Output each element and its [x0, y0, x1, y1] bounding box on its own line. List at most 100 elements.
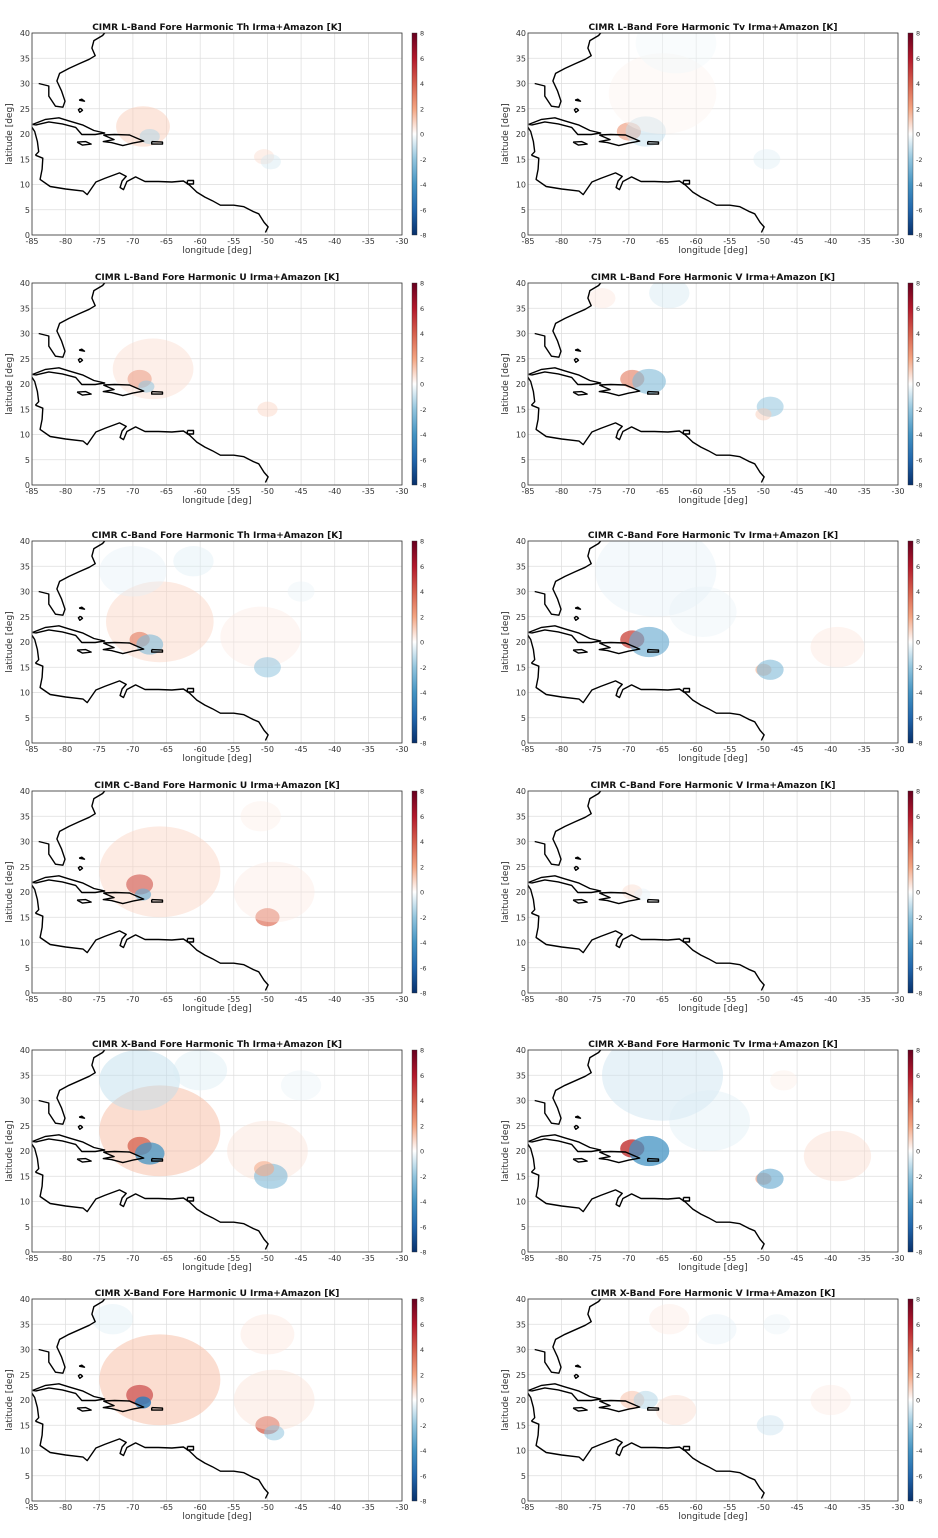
x-tick-label: -50	[757, 237, 770, 246]
anomaly-feature	[633, 1390, 658, 1410]
y-tick-label: 25	[20, 863, 30, 872]
colorbar-tick-label: 4	[420, 330, 424, 338]
coastline	[77, 615, 84, 621]
coastline	[76, 1406, 92, 1412]
anomaly-feature	[632, 368, 666, 395]
coastline	[102, 891, 145, 905]
anomaly-feature	[254, 1161, 275, 1177]
y-tick-label: 30	[20, 838, 30, 847]
coastline	[151, 1406, 164, 1411]
y-tick-label: 30	[516, 1097, 526, 1106]
panel-title: CIMR L-Band Fore Harmonic Tv Irma+Amazon…	[588, 23, 837, 33]
x-tick-label: -85	[521, 1254, 534, 1263]
coastline	[528, 1134, 602, 1153]
y-tick-label: 10	[20, 1447, 30, 1456]
y-tick-label: 40	[516, 1295, 526, 1304]
x-tick-label: -45	[295, 1254, 308, 1263]
panel-title: CIMR X-Band Fore Harmonic Th Irma+Amazon…	[92, 1040, 342, 1050]
coastline	[38, 33, 106, 108]
anomaly-feature	[220, 606, 302, 668]
y-tick-label: 35	[20, 1071, 30, 1080]
colorbar-tick-label: -8	[916, 232, 922, 240]
anomaly-feature	[138, 380, 155, 393]
coastline	[531, 1171, 765, 1250]
plot-frame	[527, 1298, 899, 1502]
anomaly-feature	[649, 283, 690, 309]
map-panel: -85 -80 -75 -70 -65 -60 -55 -50 -45 -40 -35 -300510…	[501, 761, 922, 1014]
coastline	[186, 937, 195, 943]
x-tick-label: -55	[227, 487, 240, 496]
y-tick-label: 15	[516, 913, 526, 922]
y-tick-label: 15	[20, 663, 30, 672]
x-tick-label: -55	[723, 745, 736, 754]
x-axis-label: longitude [deg]	[182, 754, 251, 764]
x-tick-label: -30	[891, 745, 904, 754]
colorbar-tick-label: -6	[916, 456, 922, 464]
panel-title: CIMR X-Band Fore Harmonic Tv Irma+Amazon…	[588, 1040, 838, 1050]
colorbar-tick-label: -6	[420, 206, 426, 214]
y-tick-label: 5	[521, 206, 526, 215]
colorbar	[907, 790, 914, 994]
plot-frame	[527, 282, 899, 486]
colorbar-tick-label: 8	[420, 538, 424, 546]
y-tick-label: 30	[20, 330, 30, 339]
anomaly-feature	[233, 1369, 315, 1431]
map-panel: -85 -80 -75 -70 -65 -60 -55 -50 -45 -40 -35 -300510…	[5, 531, 426, 764]
colorbar-tick-label: 8	[420, 280, 424, 288]
coastline	[682, 179, 691, 185]
colorbar-tick-label: -6	[916, 1223, 922, 1231]
coastline	[38, 1050, 106, 1125]
y-tick-label: 20	[20, 1147, 30, 1156]
colorbar-tick-label: 6	[916, 1321, 920, 1329]
x-tick-label: -60	[194, 995, 207, 1004]
colorbar-tick-label: -6	[916, 206, 922, 214]
y-tick-label: 25	[516, 613, 526, 622]
x-tick-label: -40	[328, 745, 341, 754]
colorbar-tick-label: -2	[916, 156, 922, 164]
x-tick-label: -75	[93, 745, 106, 754]
x-tick-label: -75	[93, 1254, 106, 1263]
colorbar-tick-label: -4	[420, 431, 426, 439]
coastline	[151, 898, 164, 903]
coastline	[572, 390, 588, 396]
x-tick-label: -60	[690, 745, 703, 754]
y-tick-label: 35	[20, 304, 30, 313]
x-tick-label: -50	[757, 487, 770, 496]
coastline	[186, 1196, 195, 1202]
colorbar-tick-label: 0	[916, 639, 920, 647]
colorbar-tick-label: -8	[916, 1249, 922, 1257]
x-tick-label: -45	[791, 487, 804, 496]
x-tick-label: -75	[93, 1503, 106, 1512]
coastline	[598, 1399, 641, 1413]
x-tick-label: -85	[521, 745, 534, 754]
coastline	[528, 117, 602, 136]
x-tick-label: -75	[93, 237, 106, 246]
x-tick-label: -85	[25, 487, 38, 496]
coastline	[656, 253, 676, 258]
y-tick-label: 10	[516, 1447, 526, 1456]
y-tick-label: 0	[25, 231, 30, 240]
colorbar-tick-label: 2	[420, 105, 424, 113]
coastline	[572, 898, 588, 904]
colorbar-tick-label: 2	[916, 613, 920, 621]
coastline	[573, 107, 580, 113]
colorbar-tick-label: 0	[420, 889, 424, 897]
y-tick-label: 30	[516, 1346, 526, 1355]
x-tick-label: -60	[690, 1254, 703, 1263]
map-panel: -85 -80 -75 -70 -65 -60 -55 -50 -45 -40 -35 -300510…	[501, 531, 922, 764]
coastline	[656, 761, 676, 766]
map-panel: -85 -80 -75 -70 -65 -60 -55 -50 -45 -40 -35 -300510…	[501, 253, 922, 506]
x-tick-label: -55	[723, 237, 736, 246]
colorbar-tick-label: 2	[420, 1122, 424, 1130]
panel-title: CIMR C-Band Fore Harmonic Th Irma+Amazon…	[92, 531, 343, 541]
x-tick-label: -50	[261, 487, 274, 496]
y-tick-label: 5	[25, 714, 30, 723]
x-tick-label: -40	[328, 1503, 341, 1512]
colorbar-tick-label: -6	[916, 1472, 922, 1480]
x-tick-label: -80	[555, 487, 568, 496]
coastline	[32, 127, 40, 156]
coastline	[77, 1124, 84, 1130]
x-tick-label: -80	[59, 237, 72, 246]
anomaly-feature	[173, 546, 214, 577]
